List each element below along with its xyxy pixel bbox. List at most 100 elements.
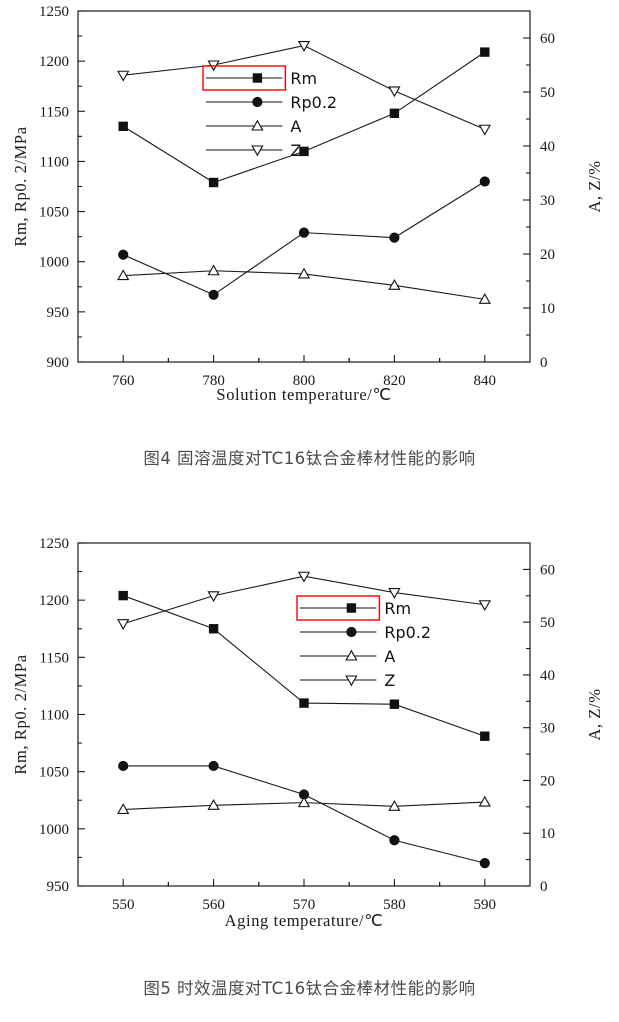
data-point-open-triangle-up: [251, 119, 264, 131]
data-point-filled-square: [389, 108, 400, 118]
data-point-filled-circle: [346, 626, 357, 638]
data-point-open-triangle-up: [478, 795, 491, 807]
legend-item-Rp0.2[interactable]: Rp0.2: [206, 93, 337, 112]
data-point-open-triangle-up: [388, 279, 401, 290]
legend-item-Rm[interactable]: Rm: [296, 595, 411, 621]
figure-4-caption: 图4 固溶温度对TC16钛合金棒材性能的影响: [143, 449, 476, 468]
legend-item-label: Rm: [384, 599, 411, 618]
x-axis-title: Solution temperature/℃: [216, 385, 391, 404]
x-axis-tick-label: 760: [112, 373, 135, 389]
series-A: [117, 264, 491, 304]
data-point-filled-square: [346, 603, 357, 613]
legend-selection-box[interactable]: [296, 595, 381, 621]
y-axis-tick-label: 1200: [39, 54, 69, 70]
data-point-open-triangle-down: [388, 588, 401, 599]
y2-axis-tick-label: 40: [540, 139, 555, 155]
series-Z: [117, 41, 491, 136]
data-point-filled-circle: [208, 289, 219, 300]
legend-item-Rm[interactable]: Rm: [202, 65, 317, 91]
y-axis-title: Rm, Rp0. 2/MPa: [11, 654, 30, 774]
series-line: [123, 575, 485, 625]
y-axis-tick-label: 950: [47, 305, 70, 321]
legend-item-Z[interactable]: Z: [206, 141, 301, 160]
x-axis-tick-label: 590: [474, 897, 497, 913]
data-point-open-triangle-up: [117, 269, 130, 281]
legend-item-A[interactable]: A: [206, 117, 301, 136]
y-axis-tick-label: 1100: [40, 708, 69, 724]
y2-axis-tick-label: 30: [540, 193, 555, 209]
series-Rm: [118, 590, 490, 741]
chart-5-plot: 950 1000 1050 1100 1150 1200 1250 0 10 20 30 40 50 60…: [0, 512, 619, 952]
data-point-filled-square: [389, 699, 400, 709]
y2-axis-tick-label: 10: [540, 301, 555, 317]
data-point-filled-circle: [389, 232, 400, 243]
chart-4-plot: 900 950 1000 1050 1100 1150 1200 1250 0 10 20 30 40 5…: [0, 0, 619, 440]
series-Rp0.2: [118, 760, 490, 869]
legend-selection-box[interactable]: [202, 65, 287, 91]
data-point-open-triangle-up: [297, 796, 311, 808]
data-point-open-triangle-up: [478, 293, 491, 304]
data-point-filled-square: [299, 698, 309, 708]
plot-frame: [77, 542, 531, 887]
x-axis-tick-label: 780: [202, 373, 225, 389]
y2-axis-title: A, Z/%: [585, 688, 604, 740]
y-axis-tick-label: 900: [47, 355, 70, 371]
y2-axis-tick-label: 30: [540, 721, 555, 737]
y2-axis-tick-label: 0: [540, 879, 548, 895]
x-axis-tick-label: 570: [293, 897, 316, 913]
y2-axis-tick-label: 50: [540, 85, 555, 101]
y-axis-tick-label: 1150: [40, 650, 69, 666]
data-point-open-triangle-up: [297, 267, 311, 279]
legend-item-A[interactable]: A: [300, 647, 395, 666]
chart-legend: Rm Rp0.2 AZ: [202, 65, 337, 160]
data-point-filled-circle: [298, 227, 310, 238]
series-Z: [117, 571, 491, 631]
x-axis-title: Aging temperature/℃: [225, 911, 384, 930]
data-point-filled-circle: [118, 249, 129, 260]
data-point-filled-square: [208, 177, 219, 188]
data-point-filled-circle: [118, 760, 129, 772]
legend-item-Z[interactable]: Z: [300, 671, 395, 690]
legend-item-label: Z: [384, 671, 395, 690]
data-point-open-triangle-down: [251, 145, 264, 157]
y2-axis-tick-label: 60: [540, 562, 555, 578]
data-point-filled-square: [299, 146, 309, 157]
data-point-open-triangle-down: [297, 571, 311, 583]
data-point-filled-square: [252, 73, 263, 83]
data-point-open-triangle-up: [388, 800, 401, 811]
y2-axis-tick-label: 60: [540, 31, 555, 47]
y-axis-tick-label: 950: [47, 879, 70, 895]
y-axis-tick-label: 1000: [39, 255, 69, 271]
x-axis-tick-label: 550: [112, 897, 135, 913]
y2-axis-title: A, Z/%: [585, 160, 604, 212]
y2-axis-tick-label: 20: [540, 773, 555, 789]
y2-axis-tick-label: 20: [540, 247, 555, 263]
data-point-filled-square: [480, 47, 490, 57]
x-axis-tick-label: 820: [383, 373, 406, 389]
legend-item-label: Rp0.2: [290, 93, 337, 112]
data-point-filled-circle: [479, 176, 490, 187]
x-axis-tick-label: 800: [293, 373, 316, 389]
series-A: [117, 795, 491, 815]
legend-item-label: A: [290, 117, 301, 136]
data-point-filled-circle: [208, 760, 219, 772]
legend-item-label: Z: [290, 141, 301, 160]
plot-frame: [77, 10, 531, 363]
x-axis-tick-label: 840: [474, 373, 497, 389]
chart-4-svg: 900 950 1000 1050 1100 1150 1200 1250 0 10 20 30 40 5…: [11, 4, 604, 404]
legend-item-label: Rm: [290, 69, 317, 88]
data-point-filled-square: [118, 590, 128, 601]
data-point-open-triangle-down: [117, 70, 130, 82]
figure-5-caption: 图5 时效温度对TC16钛合金棒材性能的影响: [143, 979, 476, 998]
y2-axis-tick-label: 40: [540, 668, 555, 684]
y-axis-tick-label: 1000: [39, 822, 69, 838]
y-axis-tick-label: 1150: [40, 104, 69, 120]
chart-5-svg: 950 1000 1050 1100 1150 1200 1250 0 10 20 30 40 50 60…: [11, 536, 604, 930]
chart-legend: Rm Rp0.2 AZ: [296, 595, 431, 690]
data-point-filled-circle: [252, 96, 263, 108]
y2-axis-tick-label: 10: [540, 826, 555, 842]
y-axis-tick-label: 1050: [39, 205, 69, 221]
figure-5-container: 950 1000 1050 1100 1150 1200 1250 0 10 20 30 40 50 60…: [0, 512, 619, 952]
legend-item-Rp0.2[interactable]: Rp0.2: [300, 623, 431, 642]
y-axis-tick-label: 1250: [39, 4, 69, 20]
